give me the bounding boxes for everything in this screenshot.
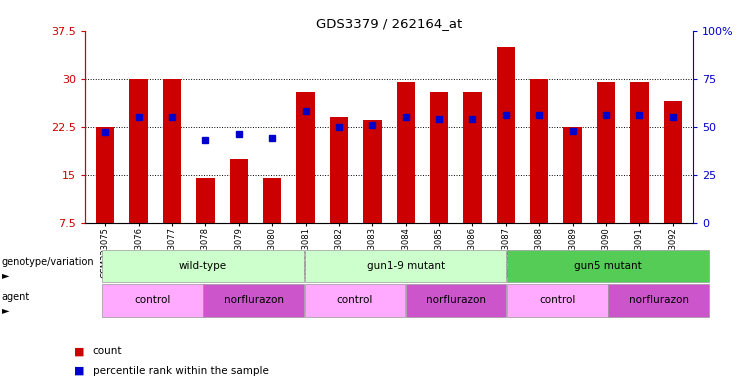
Text: ►: ► bbox=[1, 270, 9, 281]
Bar bbox=[530, 79, 548, 223]
Bar bbox=[130, 79, 147, 223]
Text: agent: agent bbox=[1, 291, 30, 302]
Bar bbox=[463, 91, 482, 223]
Text: control: control bbox=[539, 295, 576, 306]
Bar bbox=[664, 101, 682, 223]
Bar bbox=[230, 159, 248, 223]
Text: control: control bbox=[336, 295, 373, 306]
Bar bbox=[96, 127, 114, 223]
Bar bbox=[296, 91, 315, 223]
Text: norflurazon: norflurazon bbox=[629, 295, 688, 306]
Text: genotype/variation: genotype/variation bbox=[1, 257, 94, 267]
Bar bbox=[563, 127, 582, 223]
Text: ■: ■ bbox=[74, 346, 84, 356]
Text: gun1-9 mutant: gun1-9 mutant bbox=[367, 261, 445, 271]
Bar bbox=[263, 178, 282, 223]
Bar bbox=[430, 91, 448, 223]
Bar bbox=[631, 82, 648, 223]
Text: count: count bbox=[93, 346, 122, 356]
Text: norflurazon: norflurazon bbox=[426, 295, 486, 306]
Text: wild-type: wild-type bbox=[179, 261, 227, 271]
Bar bbox=[196, 178, 215, 223]
Text: ■: ■ bbox=[74, 366, 84, 376]
Bar bbox=[163, 79, 182, 223]
Text: percentile rank within the sample: percentile rank within the sample bbox=[93, 366, 268, 376]
Text: ►: ► bbox=[1, 305, 9, 315]
Bar bbox=[330, 117, 348, 223]
Bar bbox=[597, 82, 615, 223]
Bar bbox=[396, 82, 415, 223]
Bar bbox=[363, 120, 382, 223]
Bar bbox=[496, 47, 515, 223]
Text: gun5 mutant: gun5 mutant bbox=[574, 261, 642, 271]
Text: norflurazon: norflurazon bbox=[224, 295, 284, 306]
Title: GDS3379 / 262164_at: GDS3379 / 262164_at bbox=[316, 17, 462, 30]
Text: control: control bbox=[134, 295, 170, 306]
